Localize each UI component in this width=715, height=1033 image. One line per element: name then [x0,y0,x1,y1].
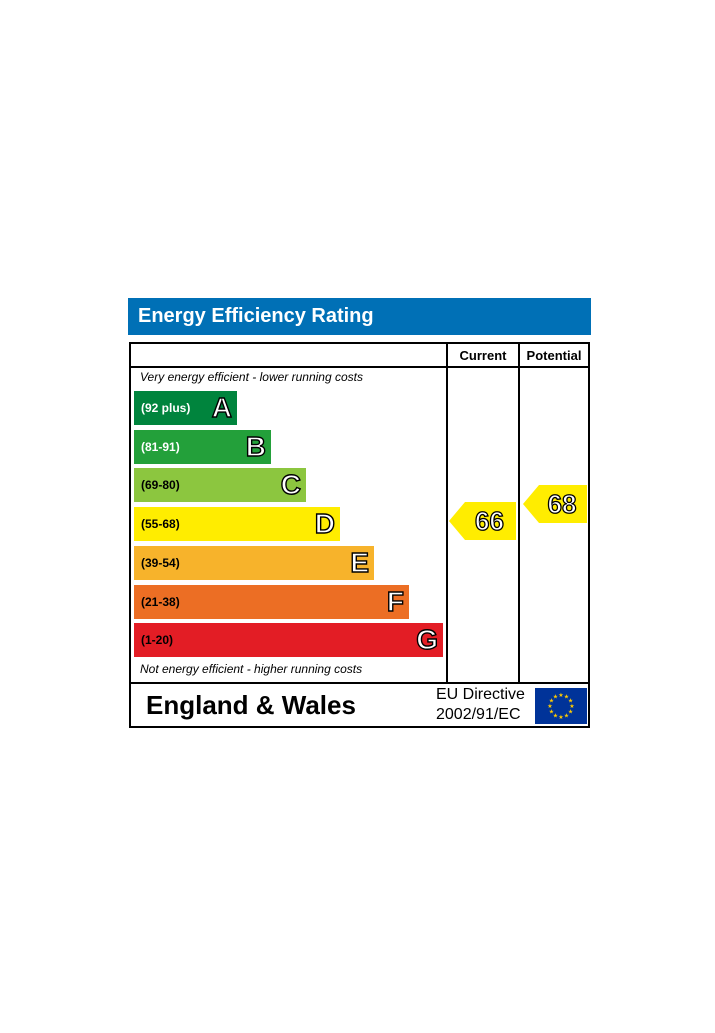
current-arrow-shape [449,502,516,541]
eu-star-icon: ★ [547,703,552,710]
eu-directive: EU Directive 2002/91/EC [436,685,525,725]
footer-divider [131,682,588,684]
band-range-label: (21-38) [141,594,180,609]
rating-band-b: (81-91) B [134,429,271,464]
potential-column-divider [518,344,520,684]
band-letter: F [386,585,405,617]
potential-rating-value: 68 [547,488,577,519]
header-divider [131,366,588,368]
band-range-label: (39-54) [141,555,180,570]
country-label: England & Wales [146,690,356,720]
band-letter: E [350,546,370,578]
potential-rating-arrow: 68 [523,485,587,524]
current-rating-arrow: 66 [449,502,516,541]
eu-star-icon: ★ [558,714,563,721]
rating-band-g: (1-20) G [134,623,443,658]
eu-star-icon: ★ [553,693,558,700]
potential-column-header: Potential [526,348,582,363]
band-range-label: (81-91) [141,439,180,454]
header-bar: Energy Efficiency Rating [128,298,591,335]
band-range-label: (1-20) [141,633,174,648]
eu-star-icon: ★ [568,709,573,716]
eu-flag-background [535,688,587,724]
current-column-divider [446,344,448,684]
rating-band-c: (69-80) C [134,468,306,503]
eu-star-icon: ★ [564,693,569,700]
current-column-header: Current [459,348,507,363]
top-caption: Very energy efficient - lower running co… [140,370,363,384]
eu-flag-icon: ★ ★★★★★★★★★★★ [535,688,587,724]
band-letter: A [211,391,233,423]
eu-star-icon: ★ [568,698,573,705]
band-range-label: (69-80) [141,478,180,493]
current-rating-value: 66 [474,505,504,536]
eu-star-icon: ★ [549,709,554,716]
band-letter: D [314,507,336,540]
rating-frame: Current Potential Very energy efficient … [129,342,590,728]
eu-star-icon: ★ [569,703,574,710]
eu-directive-line1: EU Directive [436,686,525,703]
band-letter: C [280,469,302,501]
eu-star-icon: ★ [558,692,563,699]
band-range-label: (92 plus) [141,401,191,415]
rating-band-d: (55-68) D [134,507,340,542]
rating-band-a: (92 plus) A [134,391,237,425]
eu-star-icon: ★ [549,698,554,705]
eu-directive-line2: 2002/91/EC [436,706,521,723]
band-letter: G [416,623,439,656]
potential-arrow-shape [523,485,587,524]
rating-band-e: (39-54) E [134,545,374,580]
current-arrow-fill [449,502,516,541]
band-letter: B [245,430,267,462]
rating-band-f: (21-38) F [134,584,409,619]
chart-title: Energy Efficiency Rating [138,305,374,327]
eu-star-icon: ★ [553,713,558,720]
eu-star-icon: ★ [564,713,569,720]
bottom-caption: Not energy efficient - higher running co… [140,662,363,676]
band-range-label: (55-68) [141,517,180,532]
potential-arrow-fill [523,485,587,524]
